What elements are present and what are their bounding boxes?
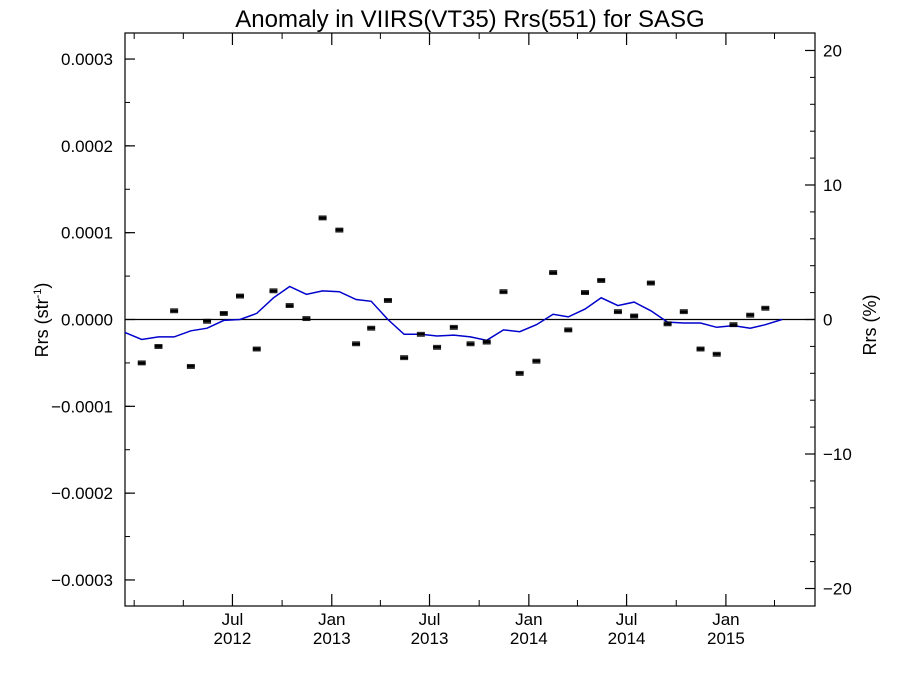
data-point [252,346,261,352]
data-point [613,309,622,315]
x-tick-year: 2015 [707,629,745,648]
data-point [383,297,392,303]
y2-tick-label: 10 [823,176,842,195]
x-tick-month: Jul [222,610,244,629]
data-point [170,308,179,314]
data-point [761,305,770,311]
x-tick-year: 2014 [608,629,646,648]
x-tick-month: Jan [515,610,542,629]
y2-axis-label: Rrs (%) [860,295,880,356]
data-point [367,325,376,331]
data-point [549,270,558,276]
y-axis-label-base: Rrs (str [32,298,52,357]
data-point [729,322,738,328]
data-point [581,290,589,295]
data-point [712,351,721,357]
x-tick-month: Jan [318,610,345,629]
y2-tick-label: −20 [823,580,852,599]
data-point [285,303,294,309]
y-tick-label: 0.0000 [61,311,113,330]
y-tick-label: −0.0003 [51,571,113,590]
data-point [400,355,409,361]
data-point [532,358,541,364]
y-tick-label: 0.0002 [61,137,113,156]
data-point [564,327,573,333]
data-point [236,293,244,299]
data-point [186,363,195,369]
y-axis-label-superscript: -1 [32,289,44,299]
y-axis-label-close: ) [32,283,52,289]
x-tick-year: 2012 [214,629,252,648]
data-point [318,215,327,221]
y-axis-label: Rrs (str-1) [32,283,52,358]
data-point [499,289,508,295]
data-point [515,370,524,376]
data-point [137,360,146,366]
data-point [630,313,639,319]
y-tick-label: 0.0001 [61,224,113,243]
x-tick-year: 2013 [411,629,449,648]
data-point [302,316,311,322]
x-tick-month: Jan [712,610,739,629]
data-point [597,278,606,283]
data-point [416,331,425,337]
data-point [449,324,458,330]
y-tick-label: −0.0001 [51,397,113,416]
left-axis: 0.0003 0.0002 0.0001 0.0000 −0.0001 −0.0002 −0… [51,50,135,590]
series-points [137,215,770,376]
data-point [433,344,442,350]
data-point [679,309,688,315]
x-tick-year: 2014 [510,629,548,648]
plot-area: 0.0003 0.0002 0.0001 0.0000 −0.0001 −0.0002 −0… [51,32,852,648]
y2-tick-label: 0 [823,311,832,330]
data-point [335,227,344,233]
data-point [154,344,163,349]
chart-title: Anomaly in VIIRS(VT35) Rrs(551) for SASG [235,6,704,33]
data-point [663,321,672,327]
data-point [269,288,278,294]
data-point [646,280,655,286]
data-point [746,312,755,318]
x-tick-month: Jul [419,610,441,629]
x-tick-month: Jul [616,610,638,629]
x-tick-year: 2013 [313,629,351,648]
y-tick-label: 0.0003 [61,50,113,69]
data-point [219,311,228,316]
data-point [203,318,212,324]
data-point [352,341,361,347]
data-point [696,346,705,352]
data-point [466,341,475,347]
y2-tick-label: −10 [823,445,852,464]
y2-tick-label: 20 [823,41,842,60]
data-point [482,339,491,345]
series-line [124,285,783,342]
y-tick-label: −0.0002 [51,484,113,503]
right-axis: 20 10 0 −10 −20 [805,41,852,599]
bottom-axis: Jul2012Jan2013Jul2013Jan2014Jul2014Jan20… [133,33,776,648]
